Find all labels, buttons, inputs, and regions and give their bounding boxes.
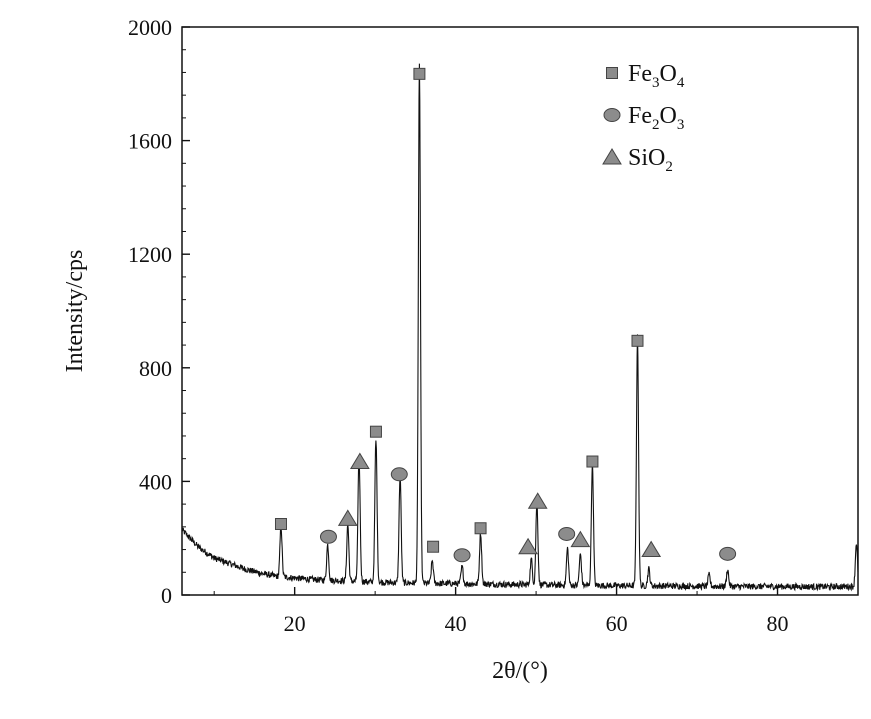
ticks-layer: 0 400 800 1200 1600 2000 20 40 60 80 [128, 15, 789, 636]
legend-circle-icon [603, 108, 621, 122]
legend-label: SiO2 [628, 145, 673, 175]
Fe2O3-marker [390, 467, 408, 482]
Fe3O4-marker [274, 518, 287, 530]
Fe3O4-marker [413, 67, 426, 80]
Fe2O3-marker [453, 548, 471, 563]
y-axis-title: Intensity/cps [62, 250, 88, 373]
Fe2O3-marker [558, 526, 576, 541]
y-tick-label: 1200 [128, 242, 172, 267]
Fe2O3-marker [719, 546, 737, 561]
y-tick-label: 2000 [128, 15, 172, 40]
SiO2-marker [337, 509, 358, 526]
Fe2O3-marker [319, 529, 337, 544]
Fe3O4-marker [474, 522, 487, 535]
y-tick-label: 0 [161, 583, 172, 608]
xrd-pattern-line [181, 63, 859, 592]
x-tick-label: 60 [606, 611, 628, 636]
SiO2-marker [518, 537, 538, 555]
x-tick-label: 20 [284, 611, 306, 636]
legend: Fe3O4 Fe2O3 SiO2 [602, 61, 685, 175]
legend-triangle-icon [602, 148, 622, 165]
plot-frame [181, 26, 859, 596]
marker-layer [274, 67, 737, 563]
series-layer [181, 63, 859, 592]
legend-label: Fe3O4 [628, 61, 685, 91]
Fe3O4-marker [427, 540, 440, 553]
legend-square-icon [606, 67, 618, 79]
SiO2-marker [570, 530, 591, 548]
SiO2-marker [527, 492, 548, 509]
legend-label: Fe2O3 [628, 103, 684, 133]
x-tick-label: 80 [767, 611, 789, 636]
SiO2-marker [641, 540, 662, 558]
x-tick-label: 40 [445, 611, 467, 636]
SiO2-marker [349, 452, 370, 470]
Fe3O4-marker [369, 425, 382, 438]
y-tick-label: 1600 [128, 129, 172, 154]
Fe3O4-marker [586, 455, 599, 468]
y-tick-label: 400 [139, 469, 172, 494]
y-tick-label: 800 [139, 356, 172, 381]
x-axis-title: 2θ/(°) [492, 658, 548, 684]
Fe3O4-marker [631, 334, 644, 347]
